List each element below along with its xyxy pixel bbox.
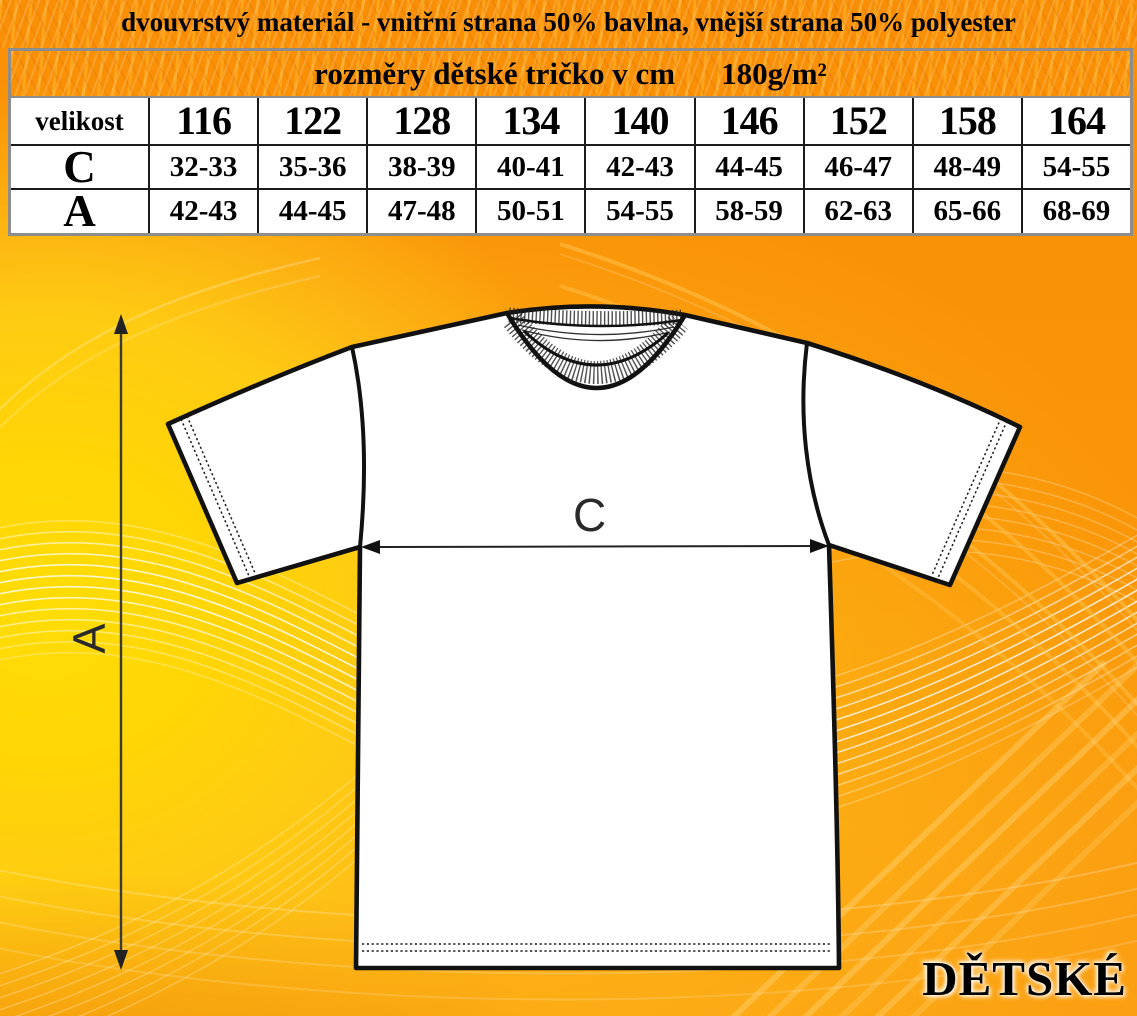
arrowhead-top <box>114 314 128 334</box>
table-subtitle: rozměry dětské tričko v cm <box>314 55 676 91</box>
size-header-cell: 158 <box>911 98 1021 144</box>
size-table: rozměry dětské tričko v cm 180g/m² velik… <box>8 48 1133 236</box>
collar-back-seam-line-2 <box>521 329 671 342</box>
chest-width-label: C <box>573 489 607 541</box>
table-subtitle-row: rozměry dětské tričko v cm 180g/m² <box>11 51 1130 98</box>
table-cell: 46-47 <box>802 144 912 188</box>
collar-front-rib-hatch <box>503 312 688 384</box>
collar-back-seam-line-1 <box>517 324 675 336</box>
table-cell: 54-55 <box>584 188 694 233</box>
collar-front-outer-edge <box>505 311 687 391</box>
material-description: dvouvrstvý materiál - vnitřní strana 50%… <box>121 7 1016 37</box>
row-label-cell: C <box>11 144 148 188</box>
size-header-cell: 164 <box>1020 98 1130 144</box>
armhole-seam-left <box>350 346 367 548</box>
size-header-cell: 116 <box>148 98 258 144</box>
table-cell: 48-49 <box>911 144 1021 188</box>
table-cell: 42-43 <box>148 188 258 233</box>
table-cell: 65-66 <box>911 188 1021 233</box>
corner-header-cell: velikost <box>11 98 148 144</box>
stitching-lines <box>180 415 1008 952</box>
table-cell: 54-55 <box>1020 144 1130 188</box>
arrowhead-left <box>361 540 380 554</box>
table-cell: 68-69 <box>1020 188 1130 233</box>
size-grid: velikost 116 122 128 134 140 146 152 158… <box>11 98 1130 233</box>
size-header-cell: 152 <box>802 98 912 144</box>
table-cell: 47-48 <box>366 188 476 233</box>
table-cell: 35-36 <box>257 144 367 188</box>
collar-back-rib-hatch <box>508 307 684 327</box>
size-header-cell: 128 <box>366 98 476 144</box>
tshirt-silhouette <box>165 304 1023 971</box>
length-label: A <box>63 623 115 654</box>
length-dimension-line <box>114 314 128 970</box>
size-header-cell: 134 <box>475 98 585 144</box>
collar-front-inner-edge <box>522 329 669 367</box>
table-cell: 50-51 <box>475 188 585 233</box>
size-header-cell: 122 <box>257 98 367 144</box>
table-cell: 42-43 <box>584 144 694 188</box>
table-cell: 32-33 <box>148 144 258 188</box>
fabric-grammage: 180g/m² <box>721 55 827 91</box>
arrowhead-right <box>810 539 829 553</box>
size-header-cell: 140 <box>584 98 694 144</box>
armhole-seam-right <box>801 342 831 546</box>
table-cell: 40-41 <box>475 144 585 188</box>
chest-dimension-line <box>361 539 829 554</box>
table-cell: 58-59 <box>693 188 803 233</box>
table-cell: 44-45 <box>257 188 367 233</box>
size-header-cell: 146 <box>693 98 803 144</box>
arrowhead-bottom <box>114 950 128 970</box>
collar-back-band-edge <box>509 316 683 328</box>
table-cell: 38-39 <box>366 144 476 188</box>
row-label-cell: A <box>11 188 148 233</box>
category-watermark: DĚTSKÉ <box>922 951 1127 1006</box>
header-texture-band <box>0 0 1137 48</box>
table-cell: 62-63 <box>802 188 912 233</box>
table-cell: 44-45 <box>693 144 803 188</box>
